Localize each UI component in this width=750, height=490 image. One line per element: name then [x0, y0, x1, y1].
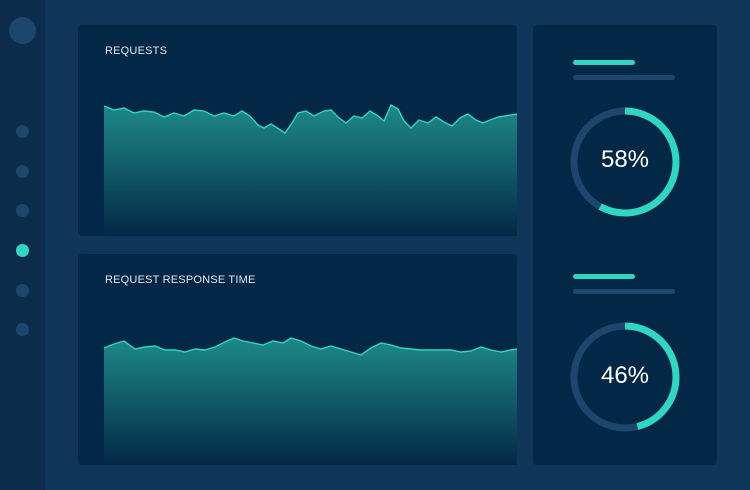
nav-item-5[interactable] [16, 284, 29, 297]
gauge-2-value: 46% [600, 362, 650, 389]
nav-item-3[interactable] [16, 204, 29, 217]
requests-area-fill [104, 105, 517, 236]
requests-panel: REQUESTS [78, 25, 517, 236]
response-time-area-fill [104, 338, 517, 465]
response-time-area-chart [103, 337, 517, 465]
response-time-title: REQUEST RESPONSE TIME [105, 274, 256, 286]
nav-item-6[interactable] [16, 323, 29, 336]
gauge-1-value: 58% [600, 146, 650, 173]
requests-line [103, 104, 517, 134]
kpi-2-title-bar [573, 274, 635, 279]
gauge-2-progress [570, 322, 680, 432]
kpi-2-subtitle-bar [573, 289, 675, 294]
response-time-line [103, 337, 517, 356]
avatar[interactable] [9, 17, 36, 44]
requests-area-chart [103, 104, 517, 236]
kpi-1-title-bar [573, 60, 635, 65]
nav-item-2[interactable] [16, 165, 29, 178]
nav-item-4-active[interactable] [16, 244, 29, 257]
gauge-1-progress [570, 107, 680, 217]
response-time-panel: REQUEST RESPONSE TIME [78, 254, 517, 465]
nav-item-1[interactable] [16, 125, 29, 138]
kpi-1-subtitle-bar [573, 75, 675, 80]
gauge-2 [570, 322, 680, 432]
gauge-1 [570, 107, 680, 217]
requests-title: REQUESTS [105, 45, 168, 57]
sidebar [0, 0, 45, 490]
kpi-panel: 58% 46% [533, 25, 717, 465]
